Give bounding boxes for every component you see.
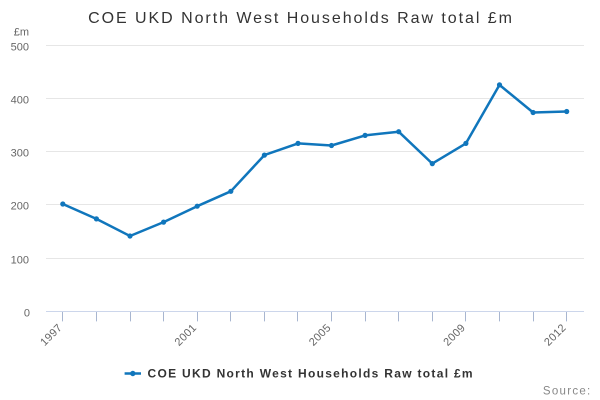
svg-text:COE UKD North West Households: COE UKD North West Households Raw total … (88, 10, 514, 27)
svg-text:500: 500 (11, 42, 29, 54)
svg-text:0: 0 (24, 307, 30, 319)
svg-text:300: 300 (11, 148, 29, 160)
svg-text:£m: £m (14, 27, 29, 39)
svg-text:200: 200 (11, 201, 29, 213)
svg-text:100: 100 (11, 255, 29, 267)
svg-text:COE UKD North West Households: COE UKD North West Households Raw total … (148, 367, 474, 381)
svg-text:Source:: Source: (543, 386, 592, 398)
svg-text:400: 400 (11, 95, 29, 107)
